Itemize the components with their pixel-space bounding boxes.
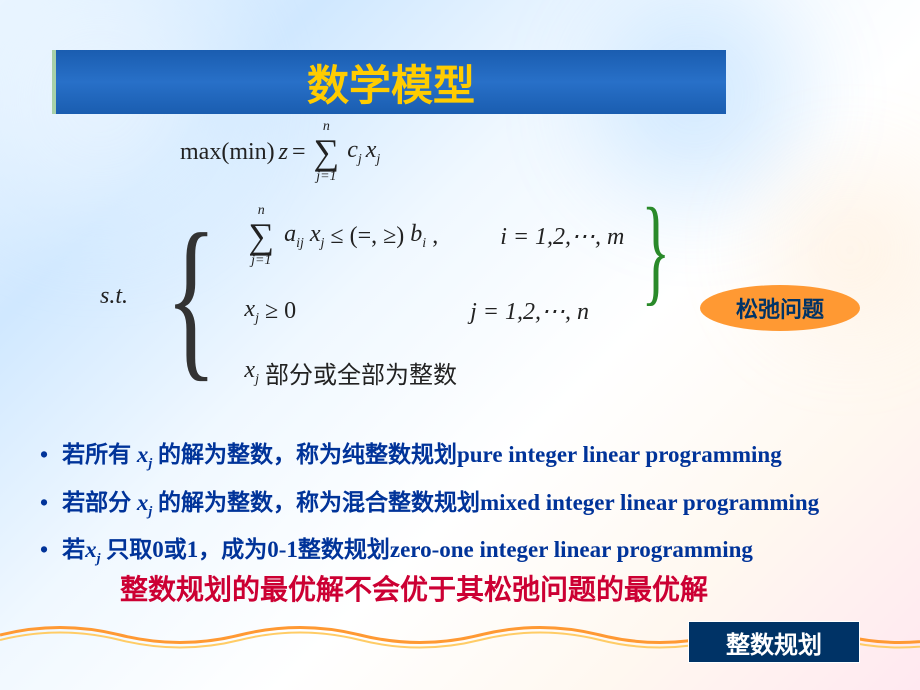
formula-area: max(min) z = n ∑ j=1 cj xj s.t. { n ∑ j=… [100, 120, 660, 390]
bullet-dot-icon: • [40, 490, 48, 516]
footer-text: 整数规划 [726, 625, 822, 660]
left-brace-icon: { [165, 225, 217, 369]
conclusion-text: 整数规划的最优解不会优于其松弛问题的最优解 [120, 568, 708, 608]
right-brace-icon: } [642, 190, 671, 310]
c2-range: j = 1,2,⋯, n [470, 297, 589, 326]
obj-c: cj [347, 137, 362, 168]
bullet-dot-icon: • [40, 537, 48, 563]
title-box: 数学模型 [52, 50, 726, 114]
objective-function: max(min) z = n ∑ j=1 cj xj [180, 120, 660, 184]
constraint-2: xj ≥ 0 j = 1,2,⋯, n [244, 296, 624, 327]
callout-bubble: 松弛问题 [700, 285, 860, 331]
obj-prefix: max(min) [180, 139, 275, 166]
bullet-1: • 若所有 xj 的解为整数，称为纯整数规划pure integer linea… [40, 435, 900, 473]
st-label: s.t. [100, 283, 128, 310]
obj-var: z [279, 139, 288, 166]
bullets-list: • 若所有 xj 的解为整数，称为纯整数规划pure integer linea… [40, 435, 900, 578]
constraint-3: xj 部分或全部为整数 [244, 355, 624, 390]
constraint-1: n ∑ j=1 aij xj ≤ (=, ≥) bi , i = 1,2,⋯, … [244, 204, 624, 268]
constraints-list: n ∑ j=1 aij xj ≤ (=, ≥) bi , i = 1,2,⋯, … [244, 204, 624, 390]
title-text: 数学模型 [307, 52, 475, 113]
constraints-block: s.t. { n ∑ j=1 aij xj ≤ (=, ≥) bi , i = … [100, 204, 660, 390]
sum-symbol: n ∑ j=1 [314, 120, 340, 184]
obj-x: xj [366, 137, 381, 168]
bullet-3: • 若xj 只取0或1，成为0-1整数规划zero-one integer li… [40, 530, 900, 568]
callout-text: 松弛问题 [736, 292, 824, 324]
c1-range: i = 1,2,⋯, m [500, 222, 624, 251]
footer-box: 整数规划 [688, 621, 860, 663]
bullet-dot-icon: • [40, 442, 48, 468]
sum-symbol: n ∑ j=1 [248, 204, 274, 268]
bullet-2: • 若部分 xj 的解为整数，称为混合整数规划mixed integer lin… [40, 483, 900, 521]
obj-eq: = [292, 139, 306, 166]
